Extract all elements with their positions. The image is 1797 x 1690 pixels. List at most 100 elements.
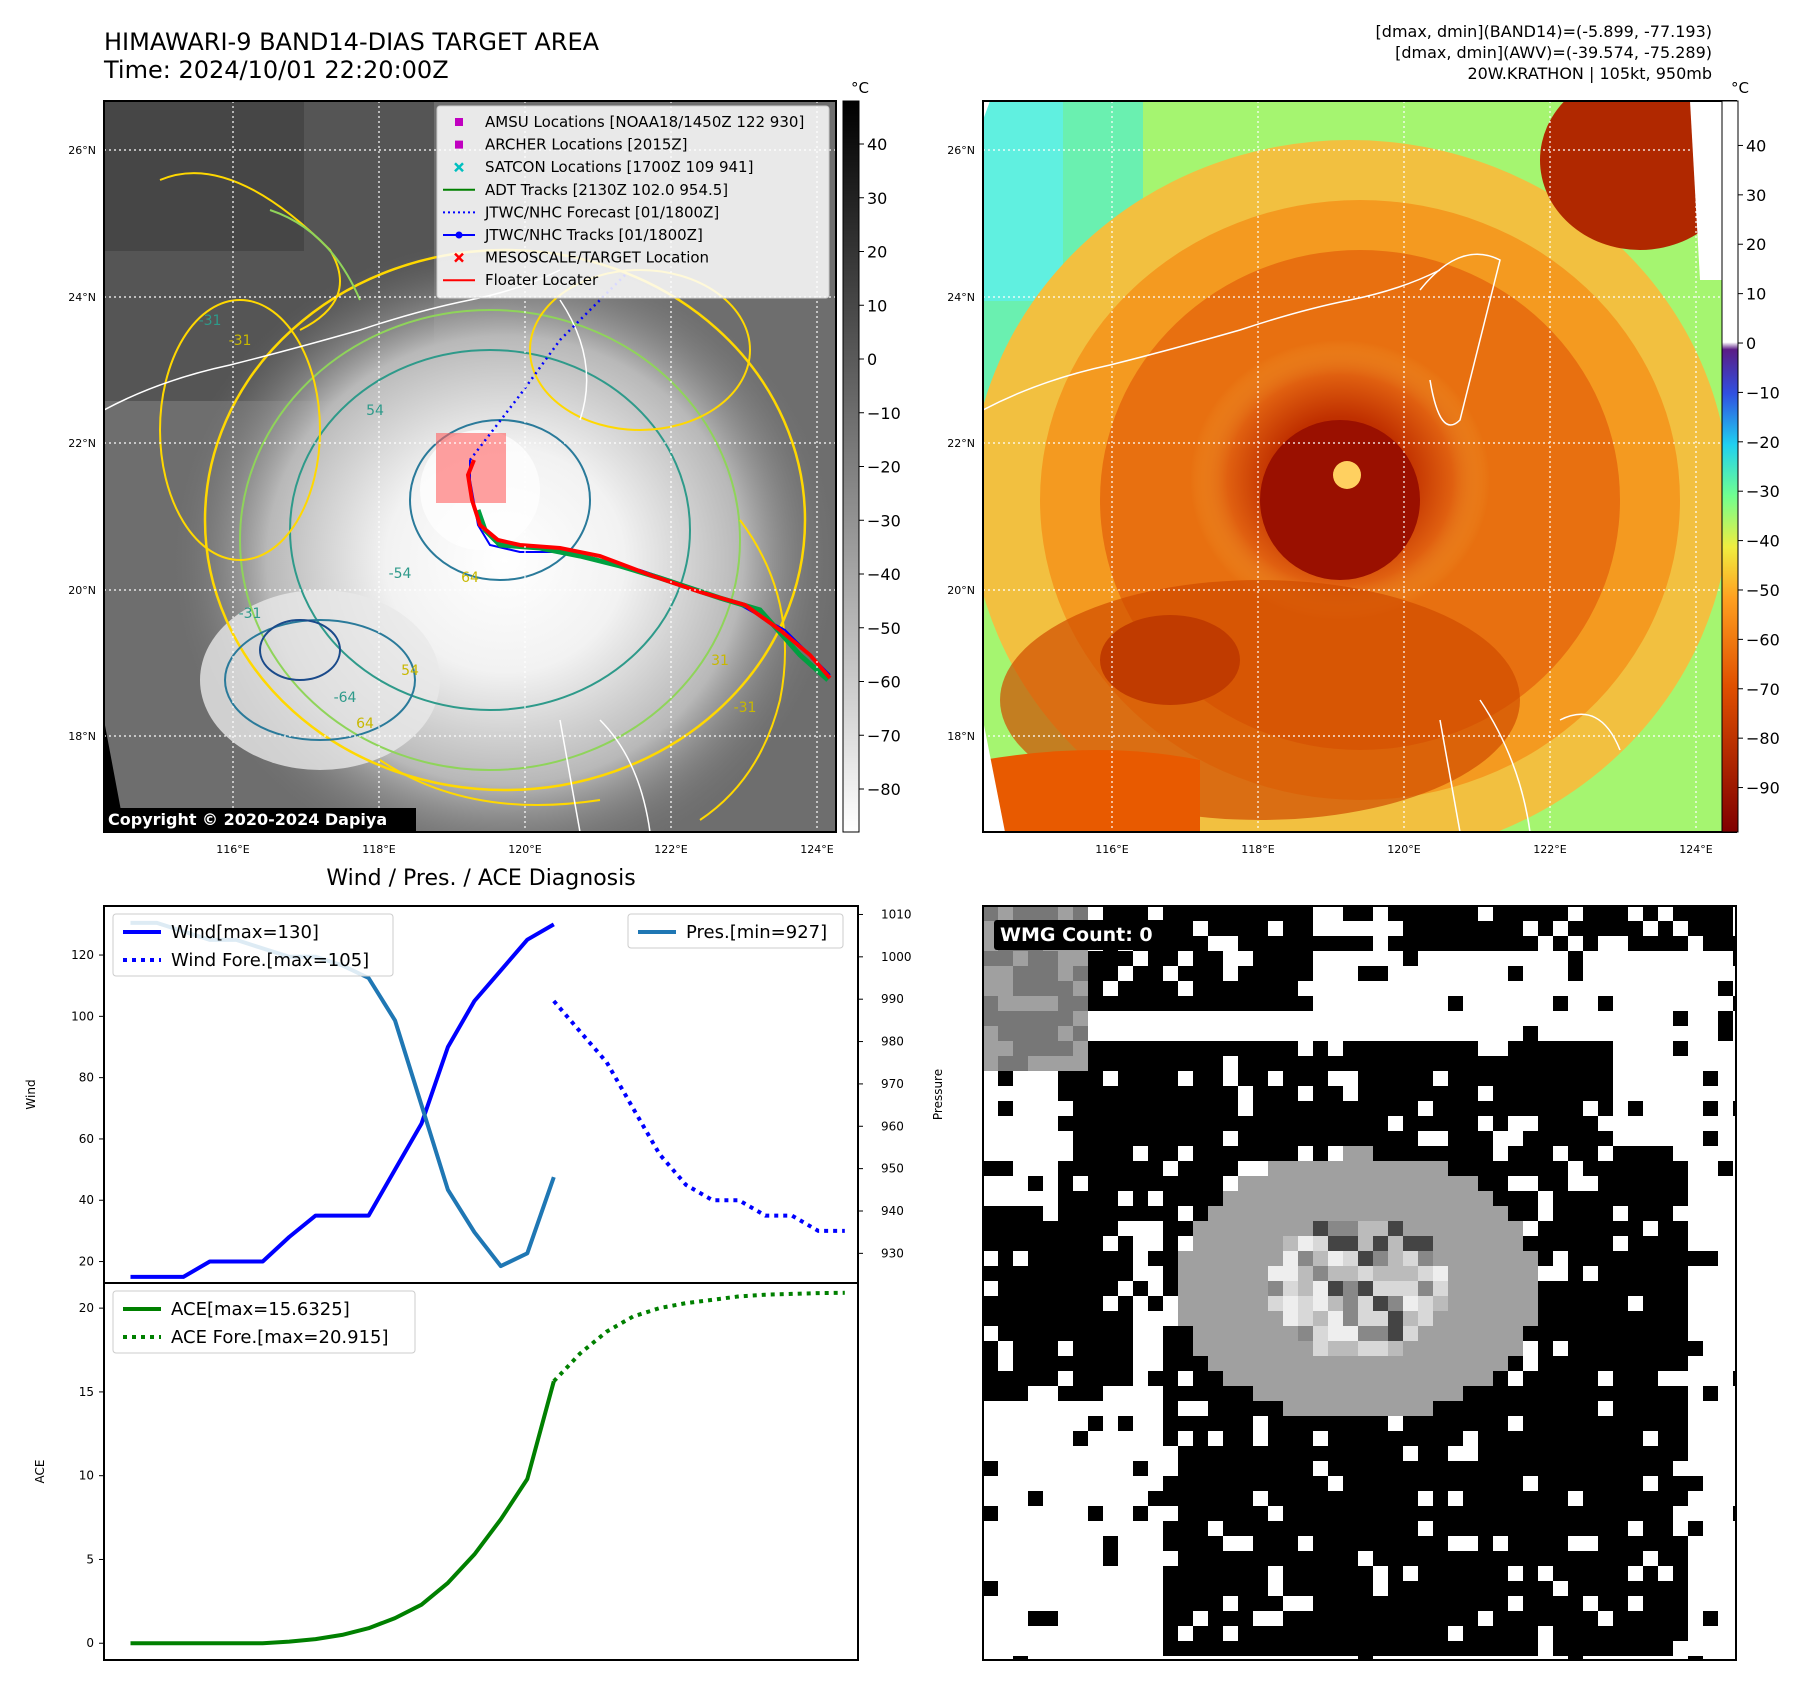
pressure-ytick-label: 950 (881, 1162, 904, 1176)
wmg-cell (1613, 921, 1628, 936)
wmg-cell (1028, 1176, 1043, 1191)
wmg-cell (1703, 1101, 1718, 1116)
pressure-ytick-label: 1010 (881, 907, 912, 921)
wmg-cell (1298, 1131, 1313, 1146)
wmg-cell (1478, 1266, 1493, 1281)
wmg-cell (1163, 1431, 1178, 1446)
wmg-cell (1103, 1536, 1118, 1551)
wmg-cell (1403, 1266, 1418, 1281)
wmg-cell (1193, 966, 1208, 981)
wmg-cell (1673, 1551, 1688, 1566)
wmg-cell (1028, 951, 1043, 966)
wmg-cell (1448, 921, 1463, 936)
wmg-cell (1283, 1041, 1298, 1056)
wmg-cell (1658, 1506, 1673, 1521)
wmg-cell (1313, 1371, 1328, 1386)
wmg-cell (1268, 1101, 1283, 1116)
wmg-cell (1373, 1101, 1388, 1116)
wmg-cell (1073, 1146, 1088, 1161)
wmg-cell (1658, 1266, 1673, 1281)
wmg-cell (1508, 1641, 1523, 1656)
wmg-cell (1193, 1236, 1208, 1251)
wmg-cell (983, 1506, 998, 1521)
wmg-cell (1598, 1131, 1613, 1146)
wmg-cell (1178, 1281, 1193, 1296)
legend-entry: Floater Locater (443, 271, 599, 289)
wmg-cell (1163, 1041, 1178, 1056)
wmg-cell (1208, 951, 1223, 966)
wmg-cell (1598, 1446, 1613, 1461)
wmg-cell (1073, 966, 1088, 981)
wmg-cell (1253, 1236, 1268, 1251)
wmg-cell (1538, 1311, 1553, 1326)
wmg-cell (1223, 1266, 1238, 1281)
wmg-cell (1193, 936, 1208, 951)
wmg-cell (1463, 1401, 1478, 1416)
wmg-cell (1358, 1371, 1373, 1386)
legend-label: MESOSCALE/TARGET Location (485, 249, 709, 267)
wmg-cell (1418, 1206, 1433, 1221)
wmg-cell (1193, 1506, 1208, 1521)
wmg-cell (1568, 1041, 1583, 1056)
wmg-cell (1388, 1491, 1403, 1506)
wmg-cell (1283, 1326, 1298, 1341)
wmg-cell (1163, 1401, 1178, 1416)
wmg-cell (1643, 1581, 1658, 1596)
wmg-cell (1568, 1386, 1583, 1401)
wmg-cell (1313, 1536, 1328, 1551)
wmg-cell (1373, 1191, 1388, 1206)
wmg-cell (1373, 1131, 1388, 1146)
wmg-cell (1598, 1296, 1613, 1311)
wmg-cell (1253, 1626, 1268, 1641)
wmg-cell (1058, 1266, 1073, 1281)
wmg-cell (1403, 1356, 1418, 1371)
wmg-cell (1583, 1491, 1598, 1506)
wmg-cell (1118, 1356, 1133, 1371)
wmg-cell (1058, 1206, 1073, 1221)
wmg-cell (1493, 1506, 1508, 1521)
wmg-cell (983, 1311, 998, 1326)
wmg-cell (1178, 1326, 1193, 1341)
wmg-cell (1148, 951, 1163, 966)
wmg-cell (1478, 1281, 1493, 1296)
wmg-cell (1508, 1146, 1523, 1161)
wmg-cell (1298, 1191, 1313, 1206)
wmg-cell (1223, 1236, 1238, 1251)
wmg-cell (1268, 1251, 1283, 1266)
wmg-cell (1598, 1581, 1613, 1596)
wmg-cell (1523, 1551, 1538, 1566)
wmg-cell (1223, 1371, 1238, 1386)
wmg-cell (1178, 1611, 1193, 1626)
wmg-cell (1403, 1551, 1418, 1566)
wmg-cell (1283, 996, 1298, 1011)
wmg-cell (1643, 1191, 1658, 1206)
wmg-cell (1358, 1191, 1373, 1206)
wmg-cell (1493, 1626, 1508, 1641)
wmg-cell (1163, 981, 1178, 996)
wmg-cell (1103, 966, 1118, 981)
wmg-cell (1178, 1596, 1193, 1611)
wmg-cell (1073, 981, 1088, 996)
wmg-cell (1373, 1611, 1388, 1626)
wmg-cell (1493, 1311, 1508, 1326)
wmg-cell (1553, 1446, 1568, 1461)
wmg-cell (1223, 1206, 1238, 1221)
wmg-cell (1073, 1041, 1088, 1056)
wmg-cell (1628, 1101, 1643, 1116)
wmg-cell (1538, 1251, 1553, 1266)
wmg-cell (1013, 906, 1028, 921)
wmg-cell (1643, 1281, 1658, 1296)
wmg-cell (1343, 936, 1358, 951)
wmg-cell (1358, 1491, 1373, 1506)
wmg-cell (1523, 1071, 1538, 1086)
wmg-cell (1223, 1161, 1238, 1176)
wmg-cell (1508, 1626, 1523, 1641)
wmg-cell (1358, 1161, 1373, 1176)
wmg-cell (1313, 1266, 1328, 1281)
wmg-cell (1163, 1626, 1178, 1641)
wmg-cell (1103, 1251, 1118, 1266)
wmg-cell (1268, 1296, 1283, 1311)
wmg-cell (1208, 1326, 1223, 1341)
wmg-cell (1673, 1221, 1688, 1236)
wmg-cell (1103, 1101, 1118, 1116)
